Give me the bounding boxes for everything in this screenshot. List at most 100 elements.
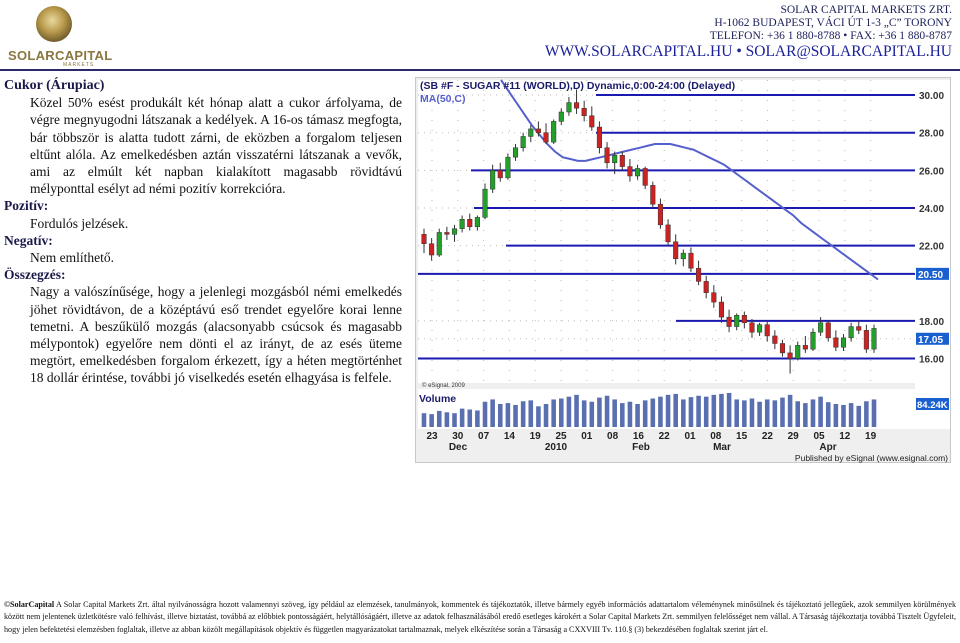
candle-body [612,155,618,164]
volume-bar [642,400,648,427]
volume-bar [742,400,747,427]
candle-body [596,126,602,149]
y-tick-label: 18.00 [919,317,944,328]
copyright-label: © eSignal, 2009 [422,382,465,389]
x-tick-label: 19 [865,431,877,442]
candle-body [589,115,595,128]
candle-body [512,147,519,158]
price-highlight-label: 17.05 [918,335,943,346]
volume-bar [833,404,839,427]
x-tick-label: 19 [530,431,542,442]
candle-body [451,228,458,235]
candle-body [665,224,671,243]
volume-bar [436,410,442,427]
volume-bar [711,394,717,427]
x-tick-label: 25 [555,431,567,442]
x-tick-label: 22 [762,431,774,442]
candle-body [566,102,572,113]
negative-text: Nem említhető. [30,250,114,266]
volume-bar [475,410,480,427]
volume-bar [536,406,541,427]
y-tick-label: 22.00 [919,242,944,253]
publisher-label: Published by eSignal (www.esignal.com) [795,453,948,463]
candle-body [520,136,526,149]
candle-body [581,107,587,117]
candle-body [680,252,686,260]
candle-body [871,328,877,350]
volume-bar [696,395,701,427]
candle-body [810,331,816,350]
x-tick-label: 01 [684,431,696,442]
ma50-line [500,79,879,281]
volume-bar [810,399,816,427]
volume-highlight-box [916,398,949,410]
month-label: Dec [449,442,468,453]
volume-bar [780,397,785,427]
volume-bar [513,404,518,427]
volume-bar [421,413,427,427]
price-highlight-box [916,332,949,345]
candle-body [551,121,557,143]
x-tick-label: 29 [788,431,800,442]
volume-bar [848,403,854,427]
disclaimer: ©SolarCapital A Solar Capital Markets Zr… [4,599,956,636]
candle-body [856,326,862,331]
candle-body [688,252,694,269]
candle-body [726,316,732,327]
candle-body [757,324,763,333]
candle-body [795,345,801,359]
candle-body [482,188,488,218]
volume-bar [825,402,831,427]
footer-text: A Solar Capital Markets Zrt. által nyilv… [4,600,956,634]
month-label: Mar [713,442,731,453]
candle-body [543,132,549,143]
volume-bar [764,399,770,427]
volume-bar [749,398,755,427]
volume-bar [818,396,823,427]
x-tick-label: 15 [736,431,748,442]
article-title: Cukor (Árupiac) [4,78,105,93]
logo-text: SOLARCAPITAL [8,48,113,63]
volume-bar [772,400,778,427]
volume-bar [795,401,801,427]
candle-body [635,168,641,177]
candle-body [497,170,503,179]
volume-bar [688,397,694,427]
volume-bar [520,401,526,427]
volume-bar [566,396,572,427]
volume-bar [635,404,640,427]
candle-body [604,147,610,164]
x-tick-label: 08 [607,431,619,442]
volume-bar [627,401,633,427]
candle-body [642,168,648,186]
candle-body [467,219,473,228]
y-tick-label: 16.00 [919,355,944,366]
x-tick-label: 05 [813,431,825,442]
volume-bar [528,400,534,427]
company-web-email[interactable]: WWW.SOLARCAPITAL.HU • SOLAR@SOLARCAPITAL… [544,43,952,60]
volume-bar [734,399,739,427]
x-tick-label: 22 [659,431,671,442]
candle-body [741,314,747,324]
candle-body [421,234,427,244]
positive-text: Fordulós jelzések. [30,215,129,231]
summary-text: Nagy a valószínűsége, hogy a jelenlegi m… [30,284,402,386]
volume-bar [658,396,663,427]
chart-title: (SB #F - SUGAR #11 (WORLD),D) Dynamic,0:… [420,80,735,92]
volume-bar [490,399,495,427]
sun-logo-icon [36,6,72,42]
volume-bar [482,401,488,427]
negative-heading: Negatív: [4,232,53,248]
volume-bar [604,395,610,427]
candle-body [696,267,702,282]
volume-bar [467,409,473,427]
volume-value: 84.24K [917,400,948,411]
candle-body [711,292,717,303]
candle-body [779,343,786,354]
x-tick-label: 16 [633,431,645,442]
volume-bar [543,404,549,427]
volume-bar [703,396,709,427]
ma-label: MA(50,C) [420,93,466,105]
volume-bar [673,393,678,427]
candle-body [863,330,869,350]
